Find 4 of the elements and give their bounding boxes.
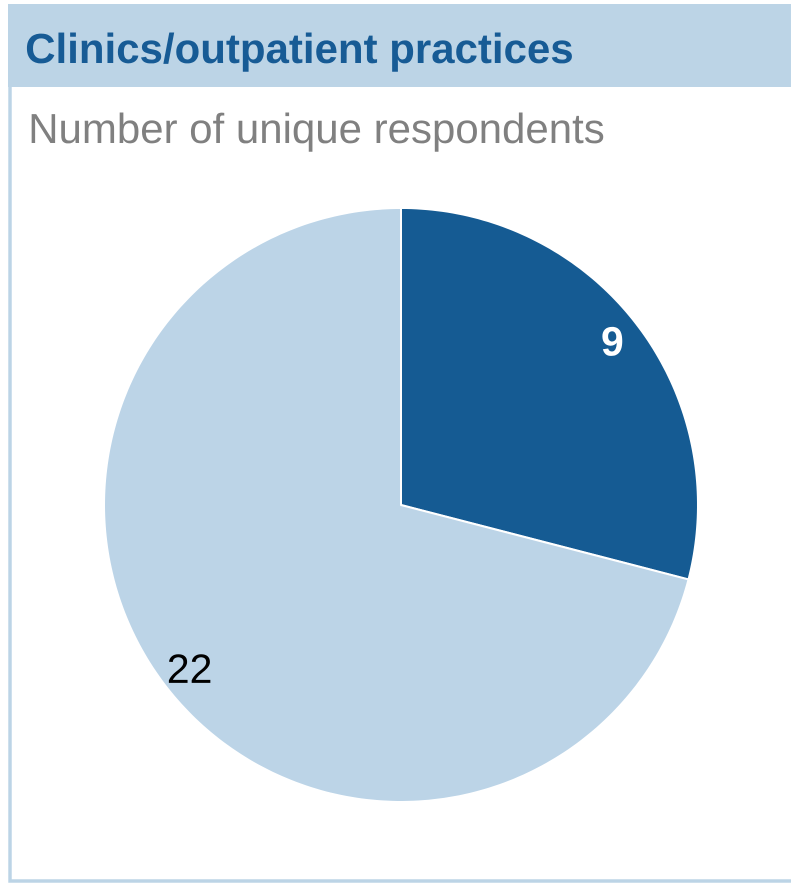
data-label: 22 (168, 654, 210, 683)
chart-title: Clinics/outpatient practices (26, 32, 572, 72)
chart-subtitle: Number of unique respondents (32, 112, 604, 152)
data-label: 9 (602, 326, 622, 356)
